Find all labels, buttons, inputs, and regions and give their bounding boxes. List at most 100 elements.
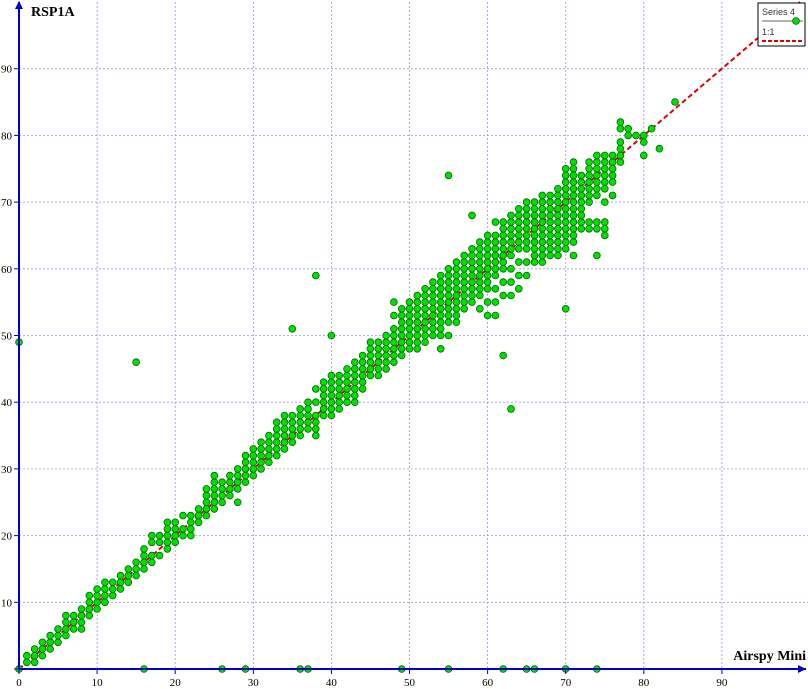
data-point (265, 431, 273, 440)
data-point (569, 205, 578, 213)
data-point (304, 425, 312, 433)
data-point (202, 485, 211, 493)
data-point (514, 271, 523, 280)
data-point (54, 638, 62, 647)
legend[interactable]: Series 4 1:1 (757, 2, 806, 47)
data-point (460, 284, 469, 293)
data-point (233, 471, 242, 480)
data-point (218, 498, 226, 507)
data-point (30, 651, 39, 660)
data-point (187, 511, 195, 520)
data-point (397, 304, 406, 313)
y-tick-label: 50 (1, 331, 13, 343)
data-point (187, 525, 195, 533)
data-point (429, 298, 437, 306)
data-point (499, 245, 508, 253)
data-point (554, 185, 562, 193)
data-point (593, 218, 601, 226)
data-point (46, 638, 54, 647)
data-point (93, 598, 101, 607)
tick-labels: 0 10 20 30 40 50 60 70 80 90 10 20 30 40 50 60 70 80 90 (1, 64, 728, 689)
data-point (647, 124, 656, 133)
data-point (163, 538, 172, 547)
data-point (460, 298, 469, 306)
data-point (265, 458, 273, 467)
y-tick-label: 60 (1, 264, 13, 276)
data-point (452, 311, 461, 320)
data-point (436, 291, 445, 300)
data-point (593, 171, 601, 180)
data-point (554, 245, 562, 253)
data-point (62, 618, 70, 627)
data-point (468, 278, 476, 286)
data-point (499, 238, 508, 246)
data-point (108, 578, 117, 587)
data-point (561, 198, 570, 206)
data-point (155, 551, 164, 560)
data-point (514, 245, 523, 253)
data-point (514, 238, 523, 246)
data-point (210, 505, 219, 513)
data-point (429, 291, 437, 300)
data-point (577, 211, 586, 220)
data-point (468, 264, 476, 273)
data-point (210, 498, 219, 507)
data-point (608, 151, 617, 160)
data-point (475, 245, 484, 253)
data-point (507, 218, 515, 226)
data-point (226, 478, 234, 487)
legend-label-1-1: 1:1 (762, 27, 775, 37)
data-point (561, 211, 570, 220)
data-point (311, 425, 320, 433)
data-point (155, 538, 164, 547)
data-point (249, 471, 258, 480)
data-point (530, 231, 539, 240)
data-point (405, 318, 414, 327)
data-point (507, 225, 515, 233)
data-point (444, 331, 453, 340)
data-point (327, 331, 336, 340)
data-point (569, 185, 578, 193)
data-point (62, 625, 70, 633)
data-point (491, 271, 500, 280)
data-point (124, 578, 133, 587)
data-point (179, 525, 187, 533)
data-point (522, 205, 531, 213)
data-point (538, 231, 547, 240)
data-point (140, 545, 148, 553)
data-point (210, 478, 219, 487)
data-point (452, 271, 461, 280)
data-point (616, 138, 625, 146)
data-point (561, 178, 570, 186)
data-point (499, 251, 508, 260)
data-point (210, 485, 219, 493)
data-point (413, 311, 422, 320)
data-point (569, 198, 578, 206)
data-point (499, 351, 508, 360)
data-point (132, 571, 140, 580)
data-point (444, 298, 453, 306)
data-point (187, 518, 195, 527)
data-point (530, 205, 539, 213)
data-point (569, 178, 578, 186)
data-point (233, 478, 242, 487)
data-point (132, 558, 140, 567)
data-point (483, 278, 492, 286)
data-point (233, 498, 242, 507)
data-point (483, 245, 492, 253)
data-point (514, 258, 523, 266)
data-point (608, 178, 617, 186)
data-point (522, 218, 531, 226)
data-point (600, 171, 609, 180)
data-point (546, 245, 554, 253)
data-point (554, 191, 562, 200)
data-point (514, 211, 523, 220)
data-point (600, 218, 609, 226)
data-point (436, 298, 445, 306)
data-point (585, 225, 593, 233)
data-point (499, 218, 508, 226)
data-point (101, 578, 109, 587)
data-point (327, 378, 336, 387)
x-axis-arrowhead (798, 665, 806, 673)
data-point (585, 198, 593, 206)
